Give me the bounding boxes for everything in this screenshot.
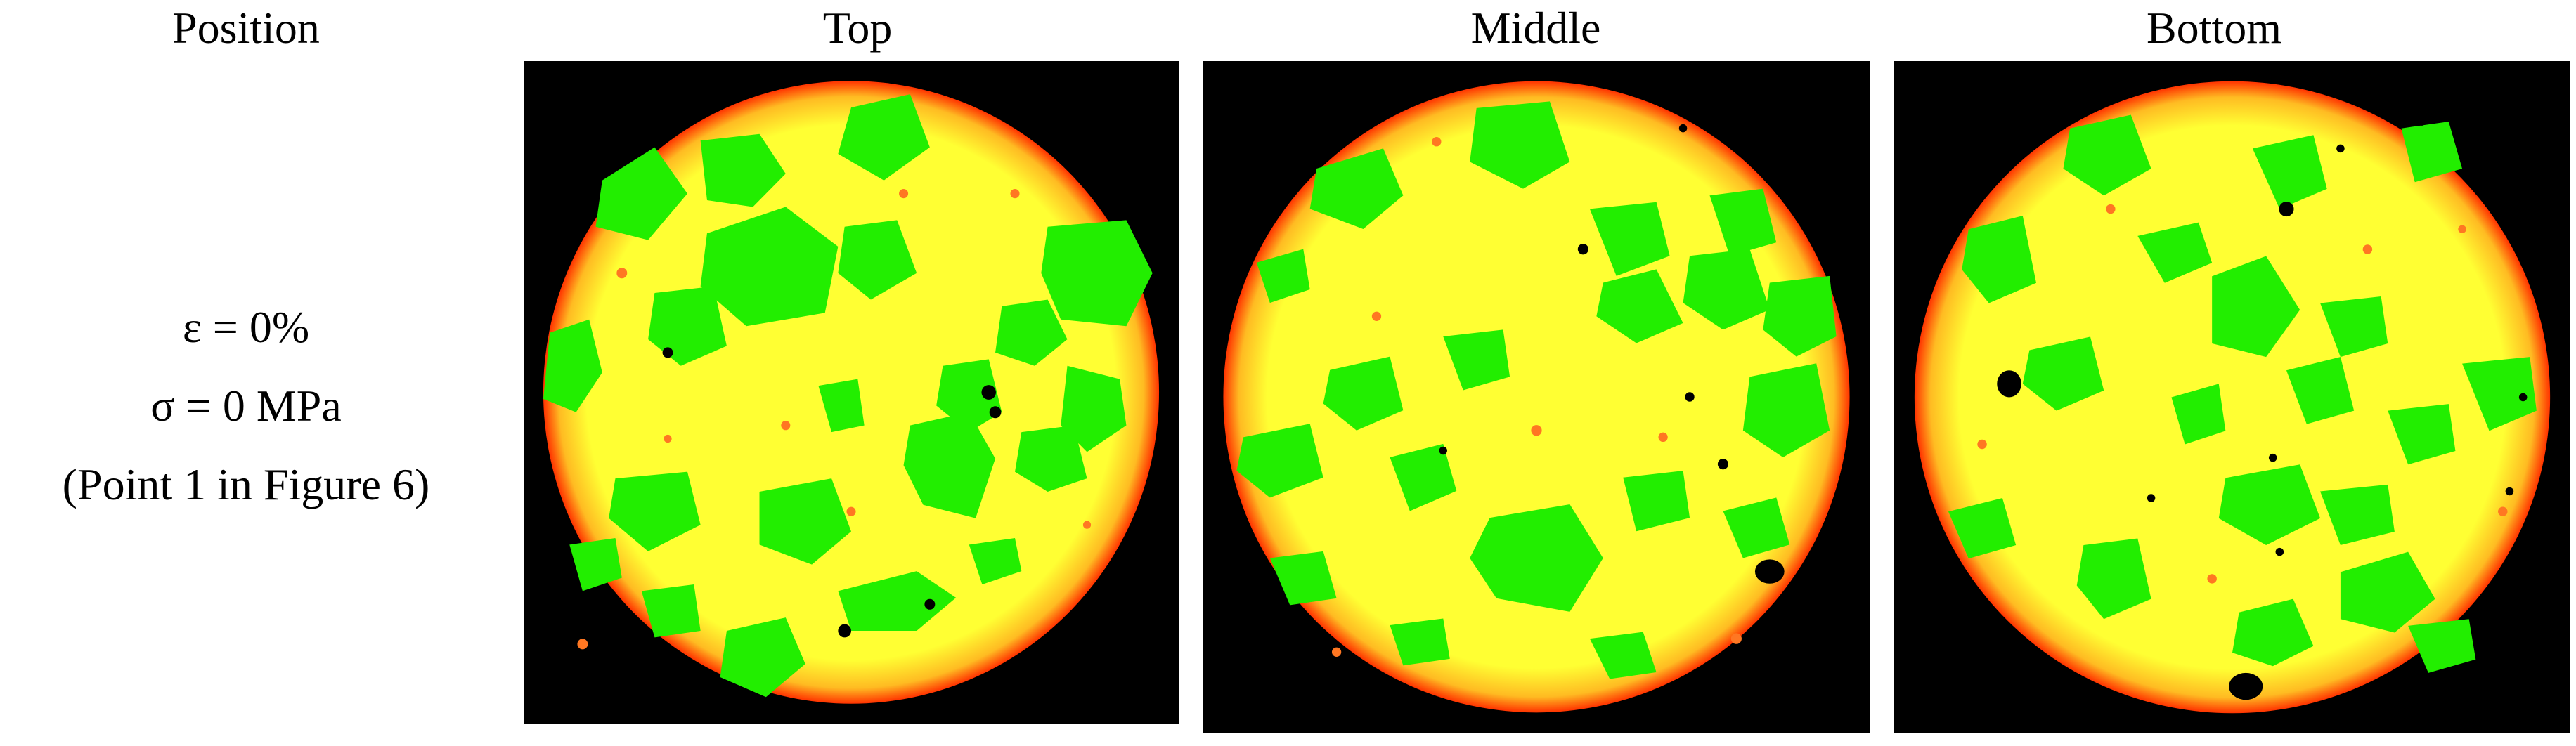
mortar-speckles [577,188,1092,650]
aggregate-particles [543,94,1153,698]
pores [1213,124,1785,584]
bottom-header: Bottom [2146,3,2282,53]
mortar-speckles [1977,204,2508,584]
specimen-cross-section [1223,81,1850,713]
pores [1997,61,2570,712]
strain-label: ε = 0% [182,302,310,352]
ct-slice-top-image [543,61,1179,704]
pores [662,61,1179,638]
ct-slice-middle-image [1213,81,1850,713]
aggregate-particles [1948,114,2537,673]
top-header: Top [822,3,893,53]
ct-slice-bottom [1894,61,2570,733]
aggregate-particles [1236,101,1837,679]
figure-reference-label: (Point 1 in Figure 6) [62,459,430,509]
condition-labels: ε = 0% σ = 0 MPa (Point 1 in Figure 6) [0,288,492,524]
ct-slice-middle [1203,61,1870,733]
specimen-cross-section [1914,81,2551,714]
stress-label: σ = 0 MPa [150,381,342,431]
middle-header: Middle [1470,3,1601,53]
ct-slice-top [524,61,1179,724]
ct-slice-bottom-image [1914,61,2570,714]
mortar-speckles [1331,137,1742,657]
position-header: Position [172,3,320,53]
